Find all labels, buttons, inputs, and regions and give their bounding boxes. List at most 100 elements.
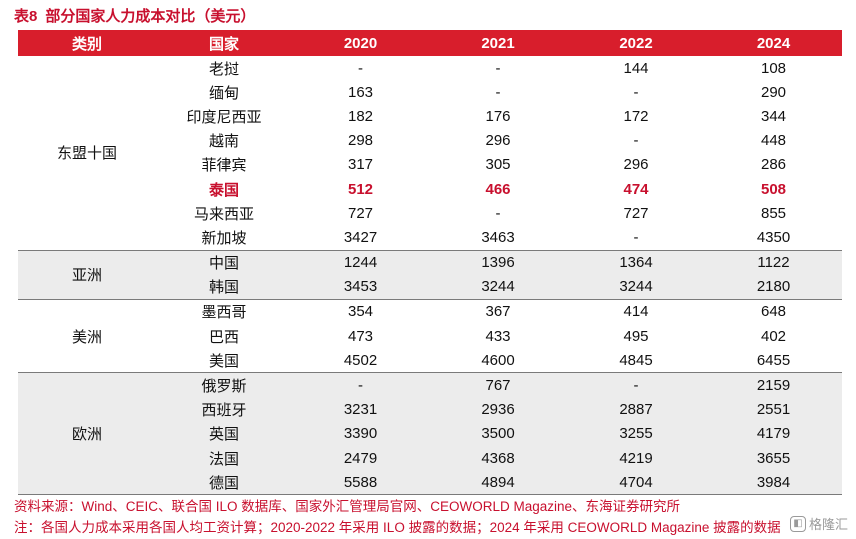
country-cell: 印度尼西亚 — [156, 104, 292, 129]
header-category: 类别 — [18, 30, 156, 56]
country-cell: 墨西哥 — [156, 299, 292, 325]
table-row: 东盟十国 老挝 - -144 108 — [18, 56, 842, 251]
country-cell: 中国 — [156, 250, 292, 275]
value-cell: - — [567, 225, 705, 251]
value-cell: 3244 — [429, 274, 567, 300]
table-body: 东盟十国 老挝 - -144 108 缅甸 163- -290 印度尼西亚 182 176 172 34… — [18, 56, 842, 496]
value-cell: 1396 — [429, 250, 567, 275]
value-cell: 1364 — [567, 250, 705, 275]
country-cell: 巴西 — [156, 324, 292, 349]
table-row: 印度尼西亚 182 176 172 344 — [18, 104, 842, 129]
value-cell: 4219 — [567, 446, 705, 471]
value-cell: 144 — [567, 56, 705, 81]
value-cell: - — [567, 128, 705, 153]
value-cell: 495 — [567, 324, 705, 349]
country-cell: 菲律宾 — [156, 152, 292, 177]
value-cell: 855 — [705, 201, 842, 226]
value-cell: 4350 — [705, 225, 842, 251]
value-cell: 3390 — [292, 421, 429, 446]
value-cell: - — [429, 56, 567, 81]
country-cell: 韩国 — [156, 274, 292, 300]
value-cell: 3463 — [429, 225, 567, 251]
value-cell: - — [292, 372, 429, 398]
value-cell: 172 — [567, 104, 705, 129]
value-cell: 466 — [429, 176, 567, 202]
value-cell: 2936 — [429, 397, 567, 422]
value-cell: 448 — [705, 128, 842, 153]
table-row: 巴西 473 433 495 402 — [18, 324, 842, 349]
value-cell: 5588 — [292, 470, 429, 496]
value-cell: 1122 — [705, 250, 842, 275]
value-cell: 402 — [705, 324, 842, 349]
header-2021: 2021 — [429, 30, 567, 56]
value-cell: 433 — [429, 324, 567, 349]
value-cell: 6455 — [705, 348, 842, 374]
value-cell: 4894 — [429, 470, 567, 496]
value-cell: 2887 — [567, 397, 705, 422]
table-row: 英国 3390 3500 3255 4179 — [18, 421, 842, 446]
value-cell: 727 — [567, 201, 705, 226]
value-cell: 648 — [705, 299, 842, 325]
value-cell: 317 — [292, 152, 429, 177]
country-cell: 英国 — [156, 421, 292, 446]
glh-logo-icon: ◧ — [789, 515, 806, 532]
value-cell: 290 — [705, 80, 842, 105]
table-row: 法国 2479 4368 4219 3655 — [18, 446, 842, 471]
value-cell: 296 — [567, 152, 705, 177]
country-cell: 德国 — [156, 470, 292, 496]
value-cell: 767 — [429, 372, 567, 398]
table-row: 德国 5588 4894 4704 3984 — [18, 470, 842, 496]
value-cell: 344 — [705, 104, 842, 129]
value-cell: - — [567, 80, 705, 105]
table-number: 表8 — [14, 8, 38, 25]
value-cell: 354 — [292, 299, 429, 325]
table-row: 韩国 3453 3244 3244 2180 — [18, 274, 842, 300]
value-cell: 3427 — [292, 225, 429, 251]
region-cell: 亚洲 — [18, 250, 156, 300]
value-cell: 3500 — [429, 421, 567, 446]
value-cell: 3244 — [567, 274, 705, 300]
region-cell: 美洲 — [18, 299, 156, 374]
watermark: ◧ 格隆汇 — [789, 514, 848, 533]
country-cell: 缅甸 — [156, 80, 292, 105]
value-cell: 163 — [292, 80, 429, 105]
value-cell: 367 — [429, 299, 567, 325]
value-cell: 182 — [292, 104, 429, 129]
table-row: 美洲 墨西哥 354 367 414 648 — [18, 299, 842, 374]
value-cell: 2551 — [705, 397, 842, 422]
country-cell: 法国 — [156, 446, 292, 471]
value-cell: 414 — [567, 299, 705, 325]
header-row: 类别 国家 2020 2021 2022 2024 — [18, 30, 842, 56]
table-row: 亚洲 中国 1244 1396 1364 1122 — [18, 250, 842, 300]
value-cell: 3984 — [705, 470, 842, 496]
table-row: 马来西亚 727-727 855 — [18, 201, 842, 226]
value-cell: 473 — [292, 324, 429, 349]
table-title-text: 部分国家人力成本对比（美元） — [45, 8, 256, 25]
table-row: 越南 298 296-448 — [18, 128, 842, 153]
labor-cost-table: 类别 国家 2020 2021 2022 2024 东盟十国 老挝 - -144 108… — [18, 30, 842, 496]
value-cell: 2159 — [705, 372, 842, 398]
value-cell: - — [429, 80, 567, 105]
value-cell: 4704 — [567, 470, 705, 496]
value-cell: 4502 — [292, 348, 429, 374]
header-2020: 2020 — [292, 30, 429, 56]
value-cell: 727 — [292, 201, 429, 226]
country-cell: 老挝 — [156, 56, 292, 81]
value-cell: - — [429, 201, 567, 226]
table-row: 新加坡 3427 3463-4350 — [18, 225, 842, 251]
value-cell: 4600 — [429, 348, 567, 374]
value-cell: 512 — [292, 176, 429, 202]
value-cell: 474 — [567, 176, 705, 202]
country-cell: 西班牙 — [156, 397, 292, 422]
region-cell: 欧洲 — [18, 372, 156, 496]
country-cell: 泰国 — [156, 176, 292, 202]
calculation-note: 注：各国人力成本采用各国人均工资计算；2020-2022 年采用 ILO 披露的… — [14, 520, 781, 535]
value-cell: 286 — [705, 152, 842, 177]
value-cell: 3231 — [292, 397, 429, 422]
header-2022: 2022 — [567, 30, 705, 56]
country-cell: 马来西亚 — [156, 201, 292, 226]
value-cell: - — [292, 56, 429, 81]
value-cell: 176 — [429, 104, 567, 129]
watermark-text: 格隆汇 — [808, 517, 848, 532]
value-cell: 296 — [429, 128, 567, 153]
